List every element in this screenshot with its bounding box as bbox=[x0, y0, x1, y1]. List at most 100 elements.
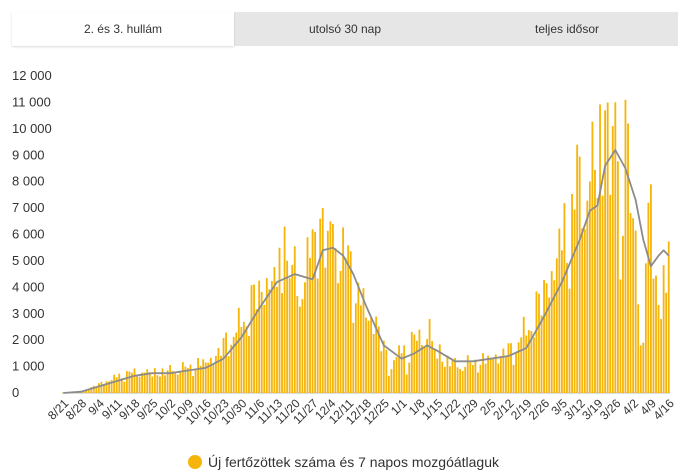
y-tick-label: 3 000 bbox=[12, 306, 45, 321]
bar bbox=[449, 366, 451, 393]
bar bbox=[90, 387, 93, 393]
bar bbox=[245, 326, 248, 393]
bar bbox=[599, 104, 601, 393]
bar bbox=[382, 340, 385, 393]
bar bbox=[662, 265, 665, 393]
bar bbox=[103, 384, 105, 393]
bar bbox=[204, 362, 207, 393]
y-tick-label: 9 000 bbox=[12, 147, 45, 162]
bar bbox=[337, 283, 339, 393]
bar bbox=[571, 193, 573, 393]
bar bbox=[606, 102, 609, 394]
bar bbox=[398, 345, 400, 393]
bar bbox=[515, 353, 518, 393]
bar bbox=[474, 359, 477, 393]
bar bbox=[174, 372, 177, 393]
bar bbox=[497, 363, 500, 393]
bar bbox=[232, 336, 235, 393]
bar bbox=[512, 364, 515, 393]
bar bbox=[227, 356, 230, 393]
bar bbox=[120, 378, 123, 393]
bar bbox=[454, 357, 456, 393]
bar bbox=[230, 344, 233, 393]
bar bbox=[217, 348, 220, 393]
bar bbox=[502, 348, 505, 393]
bar bbox=[97, 383, 100, 393]
bar bbox=[477, 372, 479, 393]
bar bbox=[568, 288, 571, 393]
bar bbox=[237, 307, 240, 393]
bar bbox=[517, 342, 520, 393]
bar bbox=[115, 377, 118, 393]
bar bbox=[581, 228, 584, 393]
bar bbox=[242, 321, 245, 393]
bar bbox=[390, 369, 393, 393]
bar bbox=[184, 366, 187, 393]
bar bbox=[596, 197, 599, 393]
bar bbox=[667, 241, 670, 393]
bar bbox=[428, 319, 431, 393]
y-tick-label: 12 000 bbox=[12, 68, 52, 83]
bar bbox=[133, 368, 136, 393]
bar bbox=[161, 368, 164, 393]
bar bbox=[609, 194, 612, 393]
tab-second-third-wave[interactable]: 2. és 3. hullám bbox=[12, 12, 234, 46]
bar bbox=[151, 376, 154, 393]
bar bbox=[212, 363, 215, 393]
y-tick-label: 4 000 bbox=[12, 279, 45, 294]
bar bbox=[553, 280, 556, 393]
bar bbox=[639, 345, 642, 393]
y-tick-label: 7 000 bbox=[12, 200, 45, 215]
bar bbox=[469, 362, 472, 393]
tab-last-30-days[interactable]: utolsó 30 nap bbox=[308, 22, 382, 36]
bar bbox=[611, 126, 614, 393]
bar bbox=[324, 267, 327, 393]
bar bbox=[296, 296, 299, 393]
bar bbox=[555, 258, 558, 393]
bar bbox=[311, 229, 314, 393]
bar bbox=[263, 304, 266, 393]
bar bbox=[471, 365, 474, 393]
bar bbox=[339, 271, 342, 393]
bar bbox=[293, 246, 296, 393]
bar bbox=[326, 230, 329, 393]
bar bbox=[527, 330, 530, 393]
bar bbox=[560, 250, 563, 393]
bar bbox=[187, 368, 189, 393]
bar bbox=[489, 357, 492, 393]
bar bbox=[321, 207, 324, 393]
bar bbox=[100, 381, 103, 393]
bar bbox=[499, 356, 502, 393]
legend[interactable]: Új fertőzöttek száma és 7 napos mozgóátl… bbox=[0, 451, 687, 473]
bar bbox=[657, 304, 660, 393]
bar bbox=[461, 370, 464, 393]
bar bbox=[588, 181, 591, 393]
bar bbox=[85, 389, 88, 393]
bar bbox=[332, 223, 334, 393]
bar bbox=[421, 345, 423, 393]
bar bbox=[286, 260, 289, 393]
bar bbox=[179, 372, 182, 393]
chart-tabs: 2. és 3. hullám utolsó 30 nap teljes idő… bbox=[12, 12, 678, 46]
bar bbox=[123, 381, 126, 393]
bar bbox=[375, 316, 378, 393]
bar bbox=[532, 337, 535, 393]
bar bbox=[202, 359, 205, 393]
bar bbox=[573, 209, 576, 393]
bar bbox=[131, 372, 133, 393]
bar bbox=[344, 257, 347, 393]
bar bbox=[314, 231, 317, 393]
bar bbox=[92, 385, 95, 393]
bar bbox=[354, 303, 357, 393]
bar bbox=[586, 200, 589, 393]
tab-full-series[interactable]: teljes idősor bbox=[534, 22, 600, 36]
bar bbox=[443, 366, 446, 393]
bar bbox=[253, 284, 255, 393]
bar bbox=[291, 264, 294, 393]
bar bbox=[199, 365, 202, 393]
bar bbox=[176, 374, 179, 393]
bar bbox=[494, 354, 497, 393]
bar bbox=[563, 203, 566, 393]
bar bbox=[624, 99, 627, 394]
bar bbox=[642, 342, 645, 393]
